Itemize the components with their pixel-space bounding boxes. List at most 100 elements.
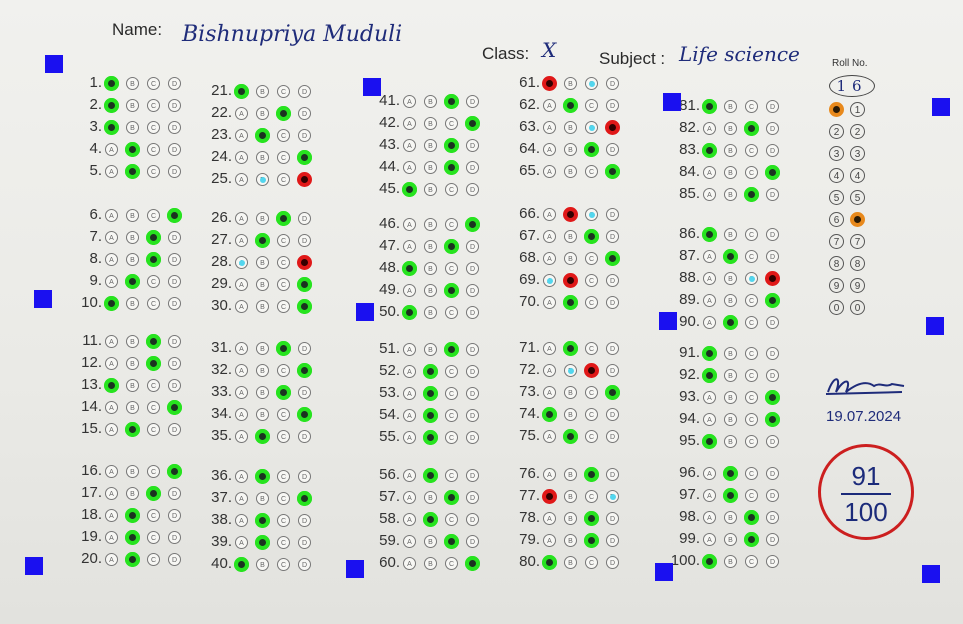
option-bubble-d[interactable] — [765, 412, 780, 427]
option-bubble-c[interactable] — [444, 283, 459, 298]
option-bubble-d[interactable]: D — [466, 343, 479, 356]
option-bubble-a[interactable]: A — [105, 487, 118, 500]
option-bubble-c[interactable]: C — [277, 256, 290, 269]
option-bubble-a[interactable]: A — [543, 252, 556, 265]
option-bubble-a[interactable]: A — [543, 274, 556, 287]
option-bubble-b[interactable] — [125, 508, 140, 523]
option-bubble-c[interactable]: C — [445, 262, 458, 275]
option-bubble-a[interactable]: A — [403, 117, 416, 130]
option-bubble-a[interactable]: A — [105, 553, 118, 566]
option-bubble-b[interactable] — [255, 513, 270, 528]
option-bubble-d[interactable] — [765, 271, 780, 286]
option-bubble-c[interactable] — [276, 385, 291, 400]
option-bubble-d[interactable] — [605, 251, 620, 266]
option-bubble-c[interactable]: C — [147, 379, 160, 392]
option-bubble-b[interactable]: B — [256, 386, 269, 399]
option-bubble-a[interactable]: A — [105, 165, 118, 178]
option-bubble-c[interactable]: C — [745, 272, 758, 285]
option-bubble-d[interactable]: D — [298, 107, 311, 120]
option-bubble-a[interactable]: A — [543, 121, 556, 134]
option-bubble-b[interactable]: B — [724, 100, 737, 113]
option-bubble-a[interactable] — [104, 76, 119, 91]
option-bubble-b[interactable]: B — [126, 357, 139, 370]
option-bubble-d[interactable]: D — [606, 364, 619, 377]
option-bubble-d[interactable]: D — [606, 408, 619, 421]
option-bubble-a[interactable]: A — [703, 316, 716, 329]
option-bubble-a[interactable]: A — [105, 143, 118, 156]
option-bubble-d[interactable]: D — [168, 335, 181, 348]
option-bubble-c[interactable] — [444, 342, 459, 357]
option-bubble-b[interactable]: B — [424, 343, 437, 356]
option-bubble-b[interactable]: B — [256, 173, 269, 186]
option-bubble-a[interactable]: A — [235, 129, 248, 142]
option-bubble-c[interactable]: C — [585, 121, 598, 134]
option-bubble-d[interactable]: D — [606, 556, 619, 569]
option-bubble-b[interactable] — [423, 430, 438, 445]
option-bubble-b[interactable]: B — [564, 512, 577, 525]
option-bubble-a[interactable]: A — [543, 430, 556, 443]
option-bubble-b[interactable]: B — [424, 262, 437, 275]
option-bubble-c[interactable]: C — [445, 513, 458, 526]
option-bubble-b[interactable] — [423, 512, 438, 527]
roll-bubble[interactable]: 2 — [829, 124, 844, 139]
option-bubble-d[interactable]: D — [606, 274, 619, 287]
roll-bubble[interactable]: 6 — [829, 212, 844, 227]
option-bubble-c[interactable] — [584, 511, 599, 526]
option-bubble-d[interactable] — [297, 491, 312, 506]
option-bubble-a[interactable] — [402, 305, 417, 320]
option-bubble-a[interactable]: A — [105, 335, 118, 348]
option-bubble-d[interactable]: D — [766, 347, 779, 360]
option-bubble-c[interactable]: C — [147, 531, 160, 544]
option-bubble-b[interactable]: B — [564, 364, 577, 377]
option-bubble-a[interactable]: A — [543, 386, 556, 399]
option-bubble-b[interactable]: B — [424, 183, 437, 196]
option-bubble-d[interactable]: D — [606, 490, 619, 503]
option-bubble-c[interactable]: C — [277, 558, 290, 571]
option-bubble-d[interactable]: D — [606, 296, 619, 309]
option-bubble-c[interactable] — [276, 341, 291, 356]
option-bubble-b[interactable] — [723, 466, 738, 481]
option-bubble-d[interactable]: D — [766, 188, 779, 201]
option-bubble-d[interactable]: D — [466, 161, 479, 174]
option-bubble-b[interactable] — [125, 142, 140, 157]
roll-bubble[interactable]: 5 — [850, 190, 865, 205]
option-bubble-d[interactable]: D — [766, 555, 779, 568]
option-bubble-b[interactable]: B — [126, 121, 139, 134]
option-bubble-d[interactable] — [465, 116, 480, 131]
option-bubble-d[interactable] — [465, 556, 480, 571]
option-bubble-d[interactable] — [297, 407, 312, 422]
option-bubble-d[interactable] — [765, 390, 780, 405]
option-bubble-b[interactable]: B — [564, 408, 577, 421]
option-bubble-a[interactable]: A — [235, 386, 248, 399]
option-bubble-a[interactable] — [702, 99, 717, 114]
option-bubble-a[interactable] — [402, 182, 417, 197]
option-bubble-d[interactable]: D — [298, 342, 311, 355]
option-bubble-d[interactable] — [167, 208, 182, 223]
option-bubble-b[interactable]: B — [424, 218, 437, 231]
option-bubble-a[interactable] — [234, 84, 249, 99]
option-bubble-b[interactable] — [563, 429, 578, 444]
option-bubble-b[interactable] — [255, 128, 270, 143]
option-bubble-d[interactable]: D — [168, 487, 181, 500]
option-bubble-c[interactable]: C — [277, 492, 290, 505]
option-bubble-a[interactable]: A — [403, 343, 416, 356]
option-bubble-c[interactable] — [584, 467, 599, 482]
option-bubble-b[interactable] — [125, 274, 140, 289]
option-bubble-b[interactable]: B — [724, 347, 737, 360]
option-bubble-c[interactable] — [444, 138, 459, 153]
roll-bubble[interactable]: 7 — [829, 234, 844, 249]
option-bubble-b[interactable]: B — [126, 231, 139, 244]
option-bubble-b[interactable]: B — [126, 99, 139, 112]
option-bubble-b[interactable]: B — [424, 557, 437, 570]
option-bubble-b[interactable]: B — [564, 165, 577, 178]
option-bubble-c[interactable]: C — [445, 218, 458, 231]
option-bubble-d[interactable]: D — [606, 430, 619, 443]
option-bubble-c[interactable]: C — [585, 99, 598, 112]
option-bubble-c[interactable]: C — [585, 296, 598, 309]
option-bubble-a[interactable]: A — [703, 489, 716, 502]
option-bubble-c[interactable]: C — [745, 391, 758, 404]
option-bubble-c[interactable]: C — [745, 166, 758, 179]
option-bubble-a[interactable] — [702, 434, 717, 449]
option-bubble-b[interactable]: B — [256, 256, 269, 269]
option-bubble-d[interactable]: D — [606, 534, 619, 547]
